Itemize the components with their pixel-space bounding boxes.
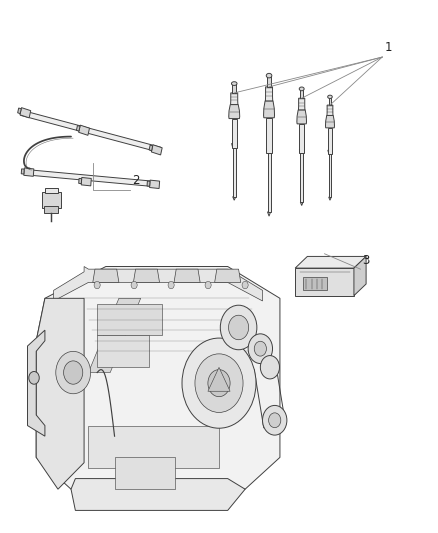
Polygon shape bbox=[328, 150, 332, 154]
Polygon shape bbox=[265, 87, 273, 101]
Circle shape bbox=[220, 305, 257, 350]
Bar bbox=[266, 118, 272, 153]
Polygon shape bbox=[232, 143, 237, 148]
Ellipse shape bbox=[328, 95, 332, 99]
Circle shape bbox=[131, 281, 137, 289]
Polygon shape bbox=[327, 105, 333, 116]
Bar bbox=[328, 128, 332, 154]
Polygon shape bbox=[21, 110, 161, 152]
Polygon shape bbox=[229, 104, 240, 118]
Bar bbox=[88, 425, 219, 468]
Circle shape bbox=[56, 351, 91, 394]
Bar bbox=[303, 277, 327, 290]
Polygon shape bbox=[297, 110, 307, 124]
Circle shape bbox=[94, 281, 100, 289]
Polygon shape bbox=[81, 177, 91, 186]
Polygon shape bbox=[76, 125, 80, 131]
Polygon shape bbox=[18, 108, 21, 114]
Polygon shape bbox=[208, 367, 230, 391]
Bar bbox=[295, 268, 354, 296]
Text: 3: 3 bbox=[363, 254, 370, 266]
Circle shape bbox=[29, 372, 39, 384]
Polygon shape bbox=[264, 101, 275, 118]
Bar bbox=[97, 304, 162, 335]
Bar bbox=[233, 84, 236, 93]
Polygon shape bbox=[325, 116, 335, 128]
Bar bbox=[300, 153, 303, 202]
Polygon shape bbox=[36, 298, 84, 489]
Polygon shape bbox=[268, 212, 271, 216]
Polygon shape bbox=[300, 202, 303, 206]
Bar bbox=[233, 148, 236, 197]
Circle shape bbox=[229, 315, 249, 340]
Circle shape bbox=[262, 406, 287, 435]
Polygon shape bbox=[25, 169, 158, 187]
Polygon shape bbox=[149, 180, 159, 189]
Text: 2: 2 bbox=[132, 174, 139, 187]
Bar bbox=[42, 192, 61, 208]
Text: 1: 1 bbox=[385, 42, 392, 54]
Polygon shape bbox=[329, 197, 331, 200]
Polygon shape bbox=[230, 93, 238, 104]
Circle shape bbox=[268, 413, 281, 427]
Polygon shape bbox=[79, 179, 81, 184]
Circle shape bbox=[64, 361, 83, 384]
Polygon shape bbox=[149, 145, 153, 151]
Bar bbox=[268, 153, 271, 212]
Bar bbox=[300, 89, 303, 98]
Circle shape bbox=[195, 354, 243, 413]
Polygon shape bbox=[266, 149, 272, 153]
Circle shape bbox=[254, 341, 266, 356]
Circle shape bbox=[182, 338, 256, 428]
Bar bbox=[115, 457, 176, 489]
Ellipse shape bbox=[299, 87, 304, 91]
Polygon shape bbox=[21, 169, 24, 174]
Polygon shape bbox=[79, 125, 89, 135]
Polygon shape bbox=[298, 98, 305, 110]
Polygon shape bbox=[71, 479, 245, 511]
Bar bbox=[329, 154, 331, 197]
Polygon shape bbox=[215, 269, 241, 282]
Polygon shape bbox=[88, 298, 141, 373]
Polygon shape bbox=[152, 145, 162, 155]
Bar bbox=[267, 76, 271, 87]
Circle shape bbox=[242, 281, 248, 289]
Circle shape bbox=[168, 281, 174, 289]
Polygon shape bbox=[36, 266, 280, 489]
Bar bbox=[300, 124, 304, 153]
Polygon shape bbox=[174, 269, 200, 282]
Polygon shape bbox=[93, 269, 119, 282]
Bar bbox=[45, 206, 58, 214]
Ellipse shape bbox=[266, 74, 272, 78]
Ellipse shape bbox=[231, 82, 237, 85]
Circle shape bbox=[208, 369, 230, 397]
Bar bbox=[232, 118, 237, 148]
Polygon shape bbox=[20, 108, 31, 118]
Polygon shape bbox=[233, 197, 236, 200]
Polygon shape bbox=[24, 168, 34, 176]
Polygon shape bbox=[28, 330, 45, 436]
Bar bbox=[328, 97, 332, 105]
Polygon shape bbox=[300, 149, 304, 153]
Circle shape bbox=[205, 281, 211, 289]
Circle shape bbox=[260, 356, 279, 379]
Polygon shape bbox=[147, 181, 150, 186]
Bar bbox=[97, 335, 149, 367]
Polygon shape bbox=[295, 256, 366, 268]
Polygon shape bbox=[354, 256, 366, 296]
Polygon shape bbox=[53, 266, 262, 301]
Circle shape bbox=[248, 334, 272, 364]
Bar bbox=[46, 188, 57, 193]
Polygon shape bbox=[134, 269, 159, 282]
